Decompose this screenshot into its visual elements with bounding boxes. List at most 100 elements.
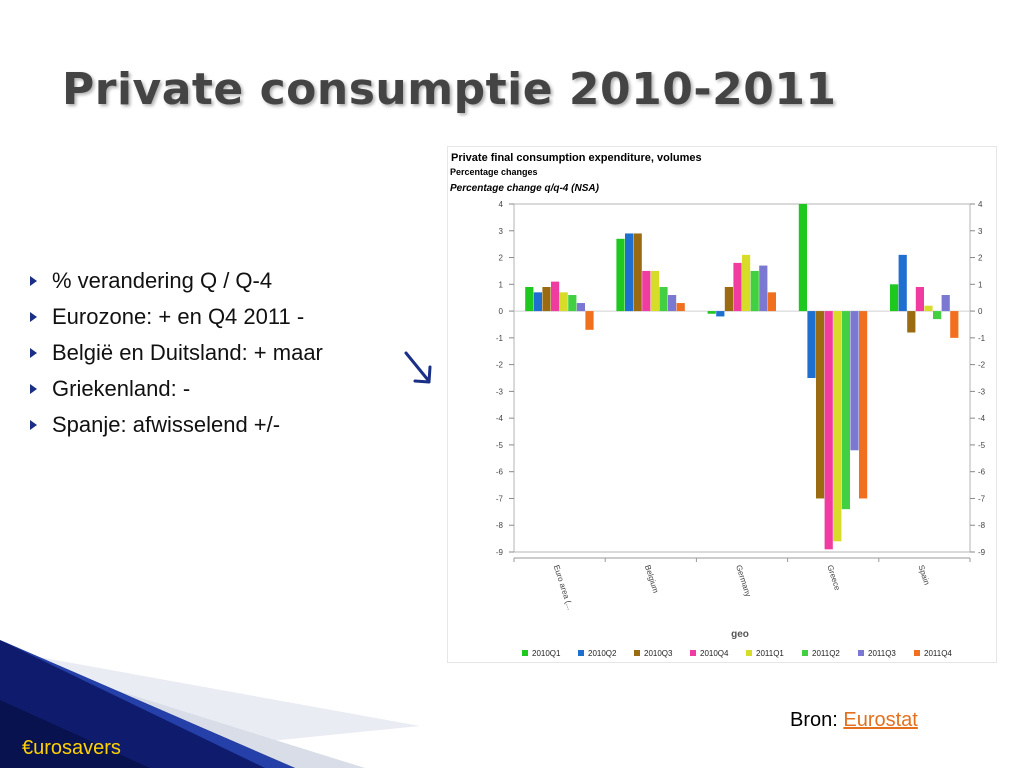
y-tick-label-left: -6 — [496, 468, 504, 477]
bar — [585, 311, 594, 330]
chart-panel: Private final consumption expenditure, v… — [447, 146, 997, 663]
bar — [633, 233, 642, 312]
y-tick-label-right: -5 — [978, 441, 986, 450]
y-tick-label-right: -8 — [978, 521, 986, 530]
bar — [625, 233, 634, 312]
bar — [824, 311, 833, 550]
y-tick-label-left: -7 — [496, 494, 504, 503]
legend-label: 2010Q4 — [700, 649, 729, 658]
bar — [724, 286, 733, 312]
bar — [525, 286, 534, 312]
y-tick-label-left: -4 — [496, 414, 504, 423]
legend-swatch — [914, 650, 920, 656]
bullet-item: België en Duitsland: + maar — [28, 338, 323, 367]
y-tick-label-left: -3 — [496, 387, 504, 396]
bullet-triangle-icon — [30, 420, 37, 430]
y-tick-label-left: -1 — [496, 334, 504, 343]
y-tick-label-left: -2 — [496, 361, 504, 370]
legend-swatch — [634, 650, 640, 656]
legend-label: 2011Q4 — [924, 649, 952, 658]
y-tick-label-right: 4 — [978, 200, 983, 209]
y-tick-label-right: -7 — [978, 494, 986, 503]
legend-swatch — [802, 650, 808, 656]
bar — [576, 303, 585, 312]
y-tick-label-right: -6 — [978, 468, 986, 477]
y-tick-label-right: -2 — [978, 361, 986, 370]
y-tick-label-right: -9 — [978, 548, 986, 557]
bar — [898, 254, 907, 312]
bullet-text: Eurozone: + en Q4 2011 - — [52, 304, 305, 329]
y-tick-label-left: -9 — [496, 548, 504, 557]
bar — [759, 265, 768, 312]
bar — [941, 295, 950, 312]
y-tick-label-right: -4 — [978, 414, 986, 423]
legend-swatch — [858, 650, 864, 656]
legend-swatch — [746, 650, 752, 656]
legend-label: 2011Q3 — [868, 649, 896, 658]
bar — [616, 238, 625, 312]
bullet-item: Eurozone: + en Q4 2011 - — [28, 302, 323, 331]
y-tick-label-right: 0 — [978, 307, 983, 316]
bar — [716, 311, 725, 317]
y-tick-label-left: 2 — [499, 254, 504, 263]
legend-label: 2011Q2 — [812, 649, 840, 658]
bar-chart: Private final consumption expenditure, v… — [450, 152, 986, 658]
legend-swatch — [522, 650, 528, 656]
y-tick-label-left: 4 — [499, 200, 504, 209]
x-axis-title: geo — [731, 629, 749, 640]
bar — [907, 311, 916, 333]
bar — [542, 286, 551, 312]
bullet-triangle-icon — [30, 276, 37, 286]
bar — [650, 270, 659, 312]
legend-label: 2010Q2 — [588, 649, 617, 658]
y-tick-label-left: 3 — [499, 227, 504, 236]
eurostat-link[interactable]: Eurostat — [843, 709, 918, 731]
down-right-arrow-icon — [404, 351, 432, 384]
y-tick-label-left: -8 — [496, 521, 504, 530]
source-label: Bron: — [790, 709, 838, 731]
bar — [533, 292, 542, 312]
bar — [890, 284, 899, 312]
y-tick-label-left: 0 — [499, 307, 504, 316]
bar — [807, 311, 816, 378]
bar — [642, 270, 651, 312]
bar — [551, 281, 560, 312]
y-tick-label-right: 1 — [978, 280, 983, 289]
bar — [841, 311, 850, 510]
chart-subtitle-2: Percentage change q/q-4 (NSA) — [450, 183, 600, 194]
y-tick-label-right: 2 — [978, 254, 983, 263]
chart-subtitle: Percentage changes — [450, 167, 538, 177]
y-tick-label-right: -1 — [978, 334, 986, 343]
bullet-text: % verandering Q / Q-4 — [52, 268, 273, 293]
legend-label: 2010Q1 — [532, 649, 561, 658]
bar — [750, 270, 759, 312]
bar — [733, 262, 742, 312]
y-tick-label-right: -3 — [978, 387, 986, 396]
bar — [767, 292, 776, 312]
bullet-triangle-icon — [30, 348, 37, 358]
bar — [742, 254, 751, 312]
bar — [568, 295, 577, 312]
y-tick-label-left: -5 — [496, 441, 504, 450]
bar — [924, 305, 933, 312]
legend-label: 2011Q1 — [756, 649, 784, 658]
bar — [668, 295, 677, 312]
legend-swatch — [690, 650, 696, 656]
source-line: Bron: Eurostat — [790, 709, 918, 732]
bar — [676, 303, 685, 312]
bullet-triangle-icon — [30, 384, 37, 394]
bullet-list: % verandering Q / Q-4 Eurozone: + en Q4 … — [28, 266, 323, 446]
bar — [559, 292, 568, 312]
legend-label: 2010Q3 — [644, 649, 673, 658]
legend-swatch — [578, 650, 584, 656]
bar — [833, 311, 842, 542]
bullet-text: België en Duitsland: + maar — [52, 340, 323, 365]
bar — [950, 311, 959, 338]
bar — [707, 311, 716, 314]
bullet-triangle-icon — [30, 312, 37, 322]
brand-name: €urosavers — [22, 737, 121, 759]
y-tick-label-left: 1 — [499, 280, 504, 289]
bullet-text: Griekenland: - — [52, 376, 191, 401]
bar — [933, 311, 942, 320]
